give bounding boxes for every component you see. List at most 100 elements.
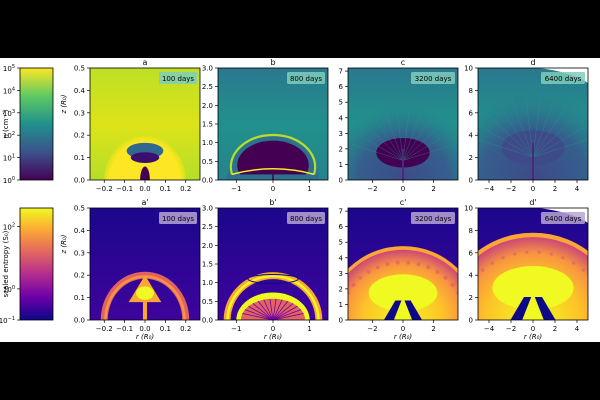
colorbar-tick-label: 103 — [3, 109, 15, 118]
x-axis-label: r (R₀) — [264, 333, 283, 341]
y-tick-label: 0.2 — [74, 272, 85, 280]
time-badge-label: 100 days — [162, 75, 194, 83]
colorbar-tick-label: 105 — [3, 64, 15, 73]
x-tick-label: 0 — [401, 325, 405, 333]
panel-letter: b — [270, 58, 275, 67]
y-tick-label: 2 — [469, 154, 473, 162]
y-tick-label: 1.5 — [202, 261, 213, 269]
y-tick-label: 0.5 — [202, 298, 213, 306]
panel-image — [218, 208, 328, 320]
y-axis-label: z (R₀) — [60, 234, 68, 254]
time-badge-label: 6400 days — [545, 215, 582, 223]
y-tick-label: 0 — [469, 317, 473, 325]
x-tick-label: −4 — [484, 185, 495, 193]
time-badge — [411, 212, 455, 224]
y-tick-label: 6 — [469, 249, 474, 257]
y-tick-label: 0.3 — [74, 109, 85, 117]
y-tick-label: 0 — [339, 177, 343, 185]
x-tick-label: −0.2 — [96, 325, 113, 333]
time-badge — [159, 212, 197, 224]
y-tick-label: 0.5 — [202, 158, 213, 166]
x-axis-label: r (R₀) — [136, 333, 155, 341]
x-tick-label: 0 — [531, 185, 535, 193]
colorbar-tick-label: 10−1 — [0, 316, 15, 325]
x-tick-label: 2 — [553, 185, 557, 193]
panels: −0.2 −0.1 0.0 0.1 0.20.00.10.20.30.40.5a100 … — [60, 58, 589, 341]
panel-letter: c — [401, 58, 405, 67]
x-tick-label: 0 — [531, 325, 535, 333]
panel-letter: b' — [269, 198, 276, 207]
time-badge-label: 3200 days — [415, 215, 452, 223]
y-tick-label: 1 — [339, 161, 343, 169]
y-tick-label: 2.5 — [202, 83, 213, 91]
colorbar-label: n (cm⁻³) — [2, 109, 10, 139]
y-tick-label: 0.5 — [74, 65, 85, 73]
y-tick-label: 0.0 — [74, 177, 85, 185]
colorbar-tick-label: 100 — [3, 176, 15, 185]
time-badge — [287, 212, 325, 224]
y-tick-label: 0 — [339, 317, 343, 325]
y-axis-label: z (R₀) — [60, 94, 68, 114]
panel-letter: d' — [529, 198, 536, 207]
y-tick-label: 2.0 — [202, 102, 213, 110]
panel-b-prime: −1 0 1 0.0 0.5 1.0 1.5 2.0 2.5 3.0 b' 800 days r (R₀… — [202, 198, 329, 341]
y-tick-label: 1.5 — [202, 121, 213, 129]
colorbar-density: 100 101 102 103 104 105 n (cm⁻³) — [2, 64, 54, 185]
colorbar-tick-label: 102 — [3, 223, 15, 232]
y-tick-label: 4 — [339, 114, 344, 122]
panel-letter: a — [143, 58, 148, 67]
y-tick-label: 7 — [339, 68, 343, 76]
x-tick-label: −1 — [231, 325, 241, 333]
panel-a-prime: −0.2 −0.1 0.0 0.1 0.2 0.0 0.1 0.2 0.3 0.4 0.5 a' 100… — [60, 198, 201, 341]
y-tick-label: 3 — [339, 130, 343, 138]
x-axis-label: r (R₀) — [394, 333, 413, 341]
x-tick-label: 0.0 — [139, 185, 150, 193]
colorbar-label: scaled entropy (S₀) — [2, 230, 10, 297]
y-tick-label: 2.5 — [202, 223, 213, 231]
y-tick-label: 0 — [469, 177, 473, 185]
time-badge — [287, 72, 325, 84]
panel-image — [478, 208, 588, 320]
figure: 100 101 102 103 104 105 n (cm⁻³) 10−1 100 102 scal… — [0, 58, 600, 342]
panel-c: −2 0 2 0 1 2 3 4 5 6 7 c 3200 days — [339, 58, 459, 193]
y-tick-label: 4 — [339, 254, 344, 262]
y-tick-label: 6 — [469, 109, 474, 117]
y-tick-label: 1.0 — [202, 139, 213, 147]
x-tick-label: 0 — [271, 325, 275, 333]
colorbar-entropy-gradient — [19, 207, 54, 321]
time-badge — [159, 72, 197, 84]
panel-letter: a' — [141, 198, 148, 207]
x-tick-label: −1 — [231, 185, 241, 193]
y-tick-label: 0.3 — [74, 249, 85, 257]
time-badge-label: 100 days — [162, 215, 194, 223]
time-badge — [541, 212, 585, 224]
colorbar-tick-label: 101 — [3, 154, 15, 163]
y-tick-label: 4 — [469, 132, 474, 140]
panel-letter: c' — [400, 198, 407, 207]
panel-d: −4 −2 0 2 4 0 2 4 6 8 10 d 6400 days — [464, 58, 589, 193]
y-tick-label: 0.1 — [74, 154, 85, 162]
panel-image — [218, 68, 328, 180]
panel-image — [90, 68, 200, 180]
time-badge-label: 800 days — [290, 75, 322, 83]
x-tick-label: −4 — [484, 325, 495, 333]
x-tick-label: −2 — [506, 185, 516, 193]
panel-a: −0.2 −0.1 0.0 0.1 0.2 0.0 0.1 0.2 0.3 0.4 0.5 a 100 … — [60, 58, 201, 193]
x-tick-label: 0.1 — [160, 185, 171, 193]
y-tick-label: 0.0 — [202, 177, 213, 185]
y-tick-label: 3.0 — [202, 205, 213, 213]
y-tick-label: 8 — [469, 227, 473, 235]
x-tick-label: −2 — [506, 325, 516, 333]
y-tick-label: 0.0 — [202, 317, 213, 325]
x-tick-label: −0.1 — [116, 325, 133, 333]
y-tick-label: 1 — [339, 301, 343, 309]
time-badge-label: 800 days — [290, 215, 322, 223]
x-tick-label: 4 — [575, 185, 580, 193]
y-tick-label: 8 — [469, 87, 473, 95]
x-tick-label: 0 — [401, 185, 405, 193]
time-badge-label: 6400 days — [545, 75, 582, 83]
y-tick-label: 0.2 — [74, 132, 85, 140]
y-tick-label: 2.0 — [202, 242, 213, 250]
